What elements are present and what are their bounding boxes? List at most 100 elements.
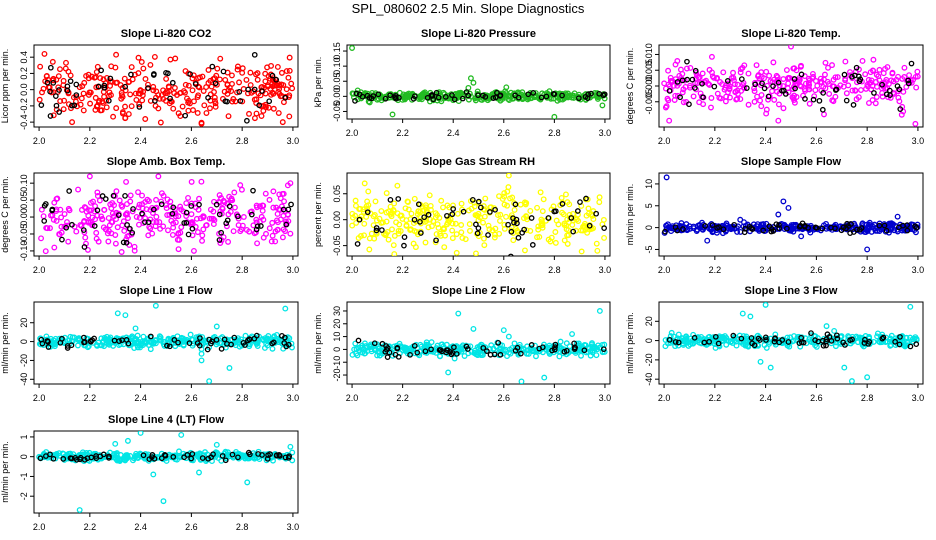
data-point	[270, 105, 277, 112]
data-point	[274, 219, 281, 226]
outlier-point	[739, 310, 746, 317]
data-point	[240, 86, 247, 92]
outlier-point	[907, 303, 914, 310]
reference-point	[218, 229, 225, 236]
data-point	[151, 53, 158, 60]
data-point	[276, 191, 283, 198]
reference-point	[270, 339, 277, 346]
data-point	[497, 217, 503, 224]
data-point	[546, 88, 553, 95]
reference-point	[583, 195, 589, 202]
outlier-point	[831, 327, 838, 334]
data-point	[128, 103, 135, 110]
reference-point	[251, 335, 258, 342]
data-point	[449, 235, 456, 242]
data-point	[851, 220, 858, 227]
outlier-point	[244, 479, 251, 486]
outlier-point	[503, 84, 510, 91]
x-tick-label: 3.0	[912, 393, 925, 403]
data-point	[869, 97, 876, 104]
data-point	[349, 222, 356, 229]
data-point	[254, 76, 261, 83]
data-point	[440, 226, 447, 233]
data-point	[53, 76, 60, 83]
data-point	[89, 222, 96, 229]
data-point	[765, 96, 772, 103]
y-tick-label: 0	[332, 347, 342, 352]
reference-point	[220, 68, 227, 75]
plot-frame	[346, 301, 611, 385]
data-point	[258, 113, 265, 119]
reference-point	[570, 228, 577, 235]
data-point	[107, 334, 114, 341]
outlier-point	[69, 119, 76, 126]
data-point	[266, 196, 273, 203]
reference-point	[91, 223, 98, 229]
data-point	[523, 350, 530, 357]
reference-point	[387, 197, 394, 203]
reference-point	[204, 346, 211, 353]
reference-point	[187, 71, 193, 77]
reference-point	[577, 199, 583, 205]
data-point	[438, 197, 445, 204]
reference-point	[857, 76, 864, 83]
reference-point	[491, 351, 498, 358]
data-point	[185, 107, 192, 114]
reference-point	[218, 346, 225, 352]
y-tick-label: 20	[332, 319, 342, 329]
data-point	[113, 188, 120, 195]
data-point	[216, 192, 223, 199]
data-point	[509, 345, 515, 352]
x-tick-label: 2.6	[498, 393, 511, 403]
data-point	[383, 218, 390, 225]
data-point	[404, 198, 411, 205]
data-point	[774, 76, 781, 83]
data-point	[495, 212, 501, 219]
reference-point	[497, 351, 504, 358]
data-point	[194, 110, 201, 116]
data-point	[391, 200, 398, 207]
data-point	[376, 215, 383, 222]
data-point	[745, 70, 752, 77]
data-point	[539, 208, 546, 215]
x-tick-label: 2.8	[548, 265, 561, 275]
reference-point	[851, 72, 858, 79]
outlier-point	[470, 325, 477, 332]
data-point	[93, 229, 100, 236]
data-point	[766, 340, 772, 347]
data-point	[798, 62, 804, 69]
data-point	[77, 101, 84, 108]
data-point	[578, 352, 584, 359]
y-tick-label: -20	[19, 354, 29, 367]
data-point	[207, 77, 214, 84]
reference-point	[401, 234, 408, 241]
reference-point	[288, 201, 294, 208]
data-point	[533, 353, 539, 360]
data-point	[524, 347, 531, 354]
data-point	[179, 103, 186, 110]
data-point	[694, 72, 700, 79]
data-point	[270, 204, 277, 211]
reference-point	[477, 204, 484, 211]
data-point	[361, 232, 367, 239]
reference-point	[772, 335, 778, 341]
points	[36, 50, 296, 127]
data-point	[593, 240, 600, 247]
x-tick-label: 3.0	[599, 128, 612, 138]
reference-point	[460, 208, 467, 215]
data-point	[683, 221, 690, 228]
data-point	[914, 68, 921, 75]
data-point	[119, 109, 126, 116]
y-tick-label: -40	[644, 373, 654, 386]
reference-point	[185, 231, 192, 238]
data-point	[501, 221, 508, 228]
data-point	[853, 333, 860, 340]
reference-point	[699, 80, 705, 87]
data-point	[80, 90, 87, 97]
reference-point	[77, 456, 83, 463]
reference-point	[123, 239, 130, 246]
data-point	[547, 95, 554, 102]
y-tick-label: -0.4	[19, 114, 29, 130]
data-point	[225, 113, 232, 120]
data-point	[821, 71, 828, 78]
